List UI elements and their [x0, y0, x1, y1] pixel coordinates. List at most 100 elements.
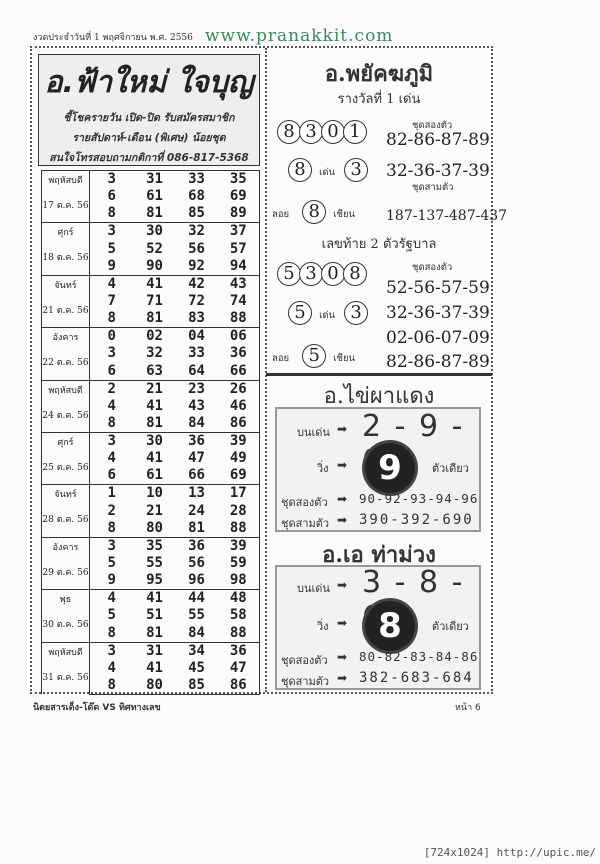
number-cell: 26 — [217, 379, 260, 398]
arrow-right-icon: ➡ — [337, 513, 348, 527]
digit-cell: 4 — [89, 397, 134, 415]
day-name: ศุกร์ — [57, 437, 74, 448]
arrow-right-icon: ➡ — [337, 578, 348, 592]
arrow-right-icon: ➡ — [337, 616, 348, 630]
number-cell: 43 — [217, 274, 260, 293]
number-cell: 88 — [217, 624, 260, 643]
day-date: 28 ต.ค. 56 — [42, 515, 89, 526]
number-cell: 35 — [217, 170, 260, 188]
digit-circle: 8 — [343, 262, 367, 286]
table-row: อังคาร 29 ต.ค. 56 3 35 36 39 — [41, 536, 260, 590]
number-cell: 34 — [175, 641, 218, 660]
day-date: 25 ต.ค. 56 — [42, 462, 89, 473]
two-set: 32-36-37-39 — [386, 303, 490, 323]
number-cell: 35 — [133, 536, 176, 555]
number-cell: 41 — [146, 450, 163, 467]
two-set: 80-82-83-84-86 — [359, 649, 479, 664]
two-set: 52-56-57-59 — [386, 278, 490, 298]
table-row: 9 90 92 94 — [42, 257, 260, 276]
digit-cell: 1 — [89, 484, 134, 503]
column-divider — [265, 48, 267, 692]
issue-date: งวดประจำวันที่ 1 พฤศจิกายน พ.ศ. 2556 — [33, 33, 193, 43]
digit-circle: 3 — [299, 120, 323, 144]
digit-cell: 3 — [89, 641, 134, 660]
digit-cell: 4 — [89, 659, 134, 677]
table-row: ศุกร์ 18 ต.ค. 56 3 30 32 37 — [41, 222, 260, 276]
watermark: [724x1024] http://upic.me/ — [423, 846, 596, 859]
wing-seal: 9 — [365, 443, 415, 493]
number-cell: 36 — [175, 536, 218, 555]
number-cell: 56 — [188, 240, 205, 257]
advert-line: รายสัปดาห์-เดือน (พิเศษ) น้อยชุด — [72, 132, 226, 144]
footer-text: นิตยสารเด็ง-โด๊ด VS ทิศทางเลข — [33, 703, 161, 713]
number-cell: 41 — [146, 659, 163, 676]
number-cell: 89 — [217, 205, 260, 224]
number-cell: 28 — [217, 502, 260, 520]
number-cell: 39 — [217, 536, 260, 555]
page-number: หน้า 6 — [455, 703, 481, 713]
number-cell: 13 — [175, 484, 218, 503]
single-label: ตัวเดียว — [432, 462, 469, 475]
ten-row-1: 8 เด่น 3 — [288, 158, 369, 182]
day-name: อังคาร — [52, 333, 79, 344]
number-cell: 32 — [146, 345, 163, 362]
number-cell: 41 — [146, 397, 163, 414]
two-set: 90-92-93-94-96 — [359, 491, 479, 506]
number-cell: 98 — [217, 572, 260, 591]
number-cell: 23 — [175, 379, 218, 398]
number-cell: 86 — [217, 676, 260, 695]
number-cell: 02 — [133, 327, 176, 346]
number-cell: 85 — [175, 676, 218, 695]
table-row: พฤหัสบดี 24 ต.ค. 56 2 21 23 26 — [41, 379, 260, 433]
digit-circle: 5 — [288, 301, 312, 325]
number-cell: 21 — [146, 502, 163, 519]
advert-box: อ.ฟ้าใหม่ ใจบุญ ชี้โชครายวัน เปิด-ปิด รั… — [38, 54, 260, 166]
digit-circle: 5 — [302, 344, 327, 368]
number-cell: 56 — [188, 554, 205, 571]
daily-numbers-table: พฤหัสบดี 17 ต.ค. 56 3 31 33 35 6 61 68 69 8 81 85 89 ศ… — [41, 169, 260, 695]
number-cell: 68 — [188, 188, 205, 205]
number-cell: 59 — [217, 554, 260, 573]
number-cell: 39 — [217, 431, 260, 450]
table-row: จันทร์ 21 ต.ค. 56 4 41 42 43 — [41, 274, 260, 328]
day-cell: ศุกร์ 25 ต.ค. 56 — [41, 431, 90, 485]
number-cell: 32 — [175, 222, 218, 241]
day-cell: จันทร์ 28 ต.ค. 56 — [41, 484, 90, 538]
number-cell: 55 — [146, 554, 163, 571]
digit-cell: 3 — [89, 222, 134, 241]
number-cell: 58 — [217, 607, 260, 625]
digit-cell: 9 — [89, 257, 134, 276]
number-cell: 94 — [217, 257, 260, 276]
digit-circle: 0 — [321, 120, 345, 144]
section-divider — [266, 373, 492, 376]
table-row: พฤหัสบดี 17 ต.ค. 56 3 31 33 35 — [41, 169, 260, 223]
digit-cell: 3 — [89, 345, 134, 363]
number-cell: 95 — [133, 572, 176, 591]
number-cell: 45 — [188, 659, 205, 676]
two-set: 32-36-37-39 — [386, 161, 490, 181]
number-cell: 88 — [217, 519, 260, 538]
day-date: 17 ต.ค. 56 — [42, 201, 89, 211]
sian-label: เชียน — [333, 209, 356, 220]
number-cell: 81 — [133, 624, 176, 643]
digit-cell: 5 — [89, 240, 134, 258]
single-label: ตัวเดียว — [432, 620, 469, 633]
table-row: 5 52 56 57 — [42, 240, 260, 258]
day-cell: จันทร์ 21 ต.ค. 56 — [41, 274, 90, 328]
number-cell: 63 — [133, 362, 176, 381]
number-cell: 36 — [175, 431, 218, 450]
number-cell: 44 — [175, 589, 218, 608]
bon-label: บนเด่น — [297, 426, 330, 439]
table-row: อังคาร 22 ต.ค. 56 0 02 04 06 — [41, 327, 260, 381]
digit-circle: 3 — [344, 301, 369, 325]
number-cell: 30 — [133, 222, 176, 241]
site-url: www.pranakkit.com — [205, 26, 394, 46]
day-name: อังคาร — [52, 542, 79, 553]
day-date: 30 ต.ค. 56 — [42, 620, 89, 631]
number-cell: 71 — [146, 292, 163, 309]
number-cell: 84 — [175, 624, 218, 643]
bon-label: บนเด่น — [297, 582, 330, 595]
